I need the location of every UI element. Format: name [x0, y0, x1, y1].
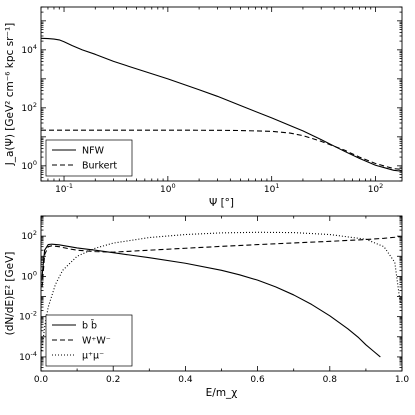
x-tick-label: 10-1: [55, 182, 73, 195]
top-legend: NFW Burkert: [45, 139, 133, 177]
legend-label: Burkert: [82, 161, 117, 172]
series-line-0: [41, 37, 402, 172]
y-tick-label: 10-4: [19, 350, 37, 363]
legend-label: μ⁺μ⁻: [82, 351, 104, 362]
x-tick-label: 0.0: [34, 375, 49, 385]
x-tick-label: 0.4: [178, 375, 193, 385]
y-tick-label: 100: [21, 269, 37, 282]
top-y-axis-label: J_a(Ψ) [GeV² cm⁻⁶ kpc sr⁻¹]: [4, 23, 16, 167]
y-tick-label: 102: [21, 101, 37, 114]
y-tick-label: 10-2: [19, 310, 37, 323]
y-tick-label: 104: [21, 43, 37, 56]
series-line-2: [41, 231, 401, 351]
top-series-layer: [41, 37, 402, 172]
legend-box: [45, 139, 133, 177]
y-tick-label: 100: [21, 159, 37, 172]
bottom-panel: 10-4 10-2 100 102 0.0 0.2 0.4 0.6 0.8 1.0 E/m_χ (…: [4, 215, 410, 399]
legend-label: W⁺W⁻: [82, 336, 111, 347]
x-tick-label: 0.8: [323, 375, 338, 385]
series-line-0: [41, 243, 381, 358]
legend-label: b b̄: [82, 320, 97, 332]
x-tick-label: 0.2: [106, 375, 120, 385]
x-tick-label: 100: [160, 182, 176, 195]
bottom-y-axis-label: (dN/dE)E² [GeV]: [4, 252, 16, 336]
series-line-1: [41, 129, 402, 171]
x-tick-label: 101: [264, 182, 280, 195]
legend-label: NFW: [82, 146, 105, 157]
bottom-series-layer: [41, 231, 401, 358]
top-x-axis-label: Ψ [°]: [209, 197, 234, 209]
bottom-legend: b b̄ W⁺W⁻ μ⁺μ⁻: [45, 314, 133, 367]
x-tick-label: 1.0: [395, 375, 410, 385]
series-line-1: [41, 236, 401, 287]
top-panel: 100 102 104 10-1 100 101 102 Ψ [°] J_a(Ψ) [GeV…: [4, 6, 403, 209]
y-tick-label: 102: [21, 229, 37, 242]
x-tick-label: 0.6: [250, 375, 265, 385]
x-tick-label: 102: [368, 182, 384, 195]
bottom-x-axis-label: E/m_χ: [206, 387, 238, 399]
